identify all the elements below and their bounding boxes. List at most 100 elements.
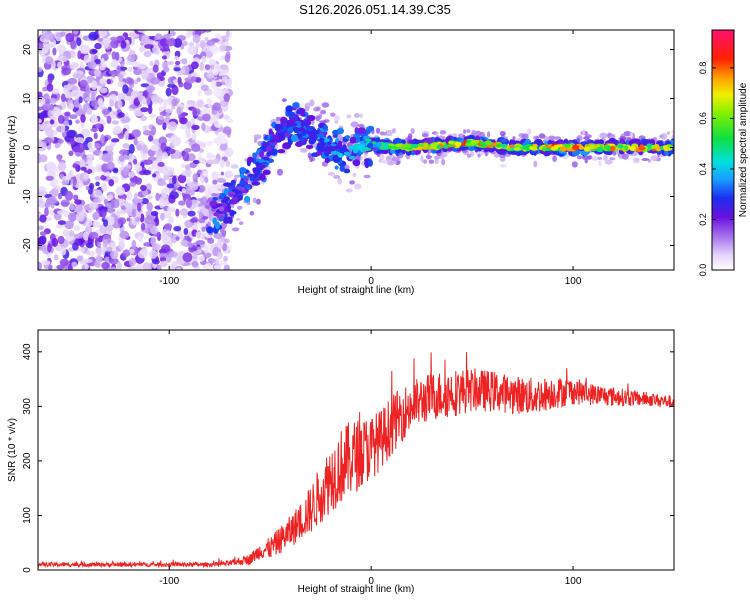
spectrogram-cell <box>45 56 54 65</box>
spectrogram-cell <box>175 236 180 241</box>
spectrogram-cell <box>477 153 481 158</box>
spectrogram-cell <box>38 118 42 124</box>
spectrogram-cell <box>146 202 153 212</box>
spectrogram-cell <box>625 140 630 145</box>
spectrogram-cell <box>138 46 144 53</box>
spectrogram-cell <box>140 223 146 231</box>
spectrogram-cell <box>38 225 44 231</box>
spectrogram-cell <box>287 127 295 132</box>
spectrogram-cell <box>349 180 355 185</box>
spectrogram-cell <box>67 77 78 85</box>
spectrogram-cell <box>285 105 294 113</box>
spectrogram-cell <box>60 247 67 256</box>
spectrogram-cell <box>90 128 99 132</box>
spectrogram-cell <box>359 147 366 153</box>
spectrogram-cell <box>148 87 153 97</box>
spectrogram-cell <box>165 87 172 97</box>
spectrogram-cell <box>305 126 314 132</box>
spectrogram-cell <box>57 192 63 200</box>
spectrogram-cell <box>368 159 373 167</box>
spectrogram-cell <box>179 208 189 216</box>
spectrogram-cell <box>191 61 199 70</box>
spectrogram-cell <box>219 64 229 70</box>
spectrogram-cell <box>204 141 214 146</box>
spectrogram-cell <box>162 122 167 131</box>
spectrogram-cell <box>553 136 562 140</box>
spectrogram-cell <box>192 159 200 165</box>
spectrogram-cell <box>160 212 165 221</box>
snr-xtick-label: -100 <box>159 576 179 587</box>
spectrogram-cell <box>89 182 95 190</box>
spectrogram-cell <box>213 87 222 97</box>
spectrogram-xtick-label: 0 <box>368 276 374 287</box>
spectrogram-cell <box>127 66 133 73</box>
spectrogram-image <box>38 30 674 270</box>
spectrogram-cell <box>350 121 359 128</box>
spectrogram-cell <box>38 154 48 163</box>
spectrogram-cell <box>223 264 230 270</box>
spectrogram-cell <box>99 209 107 218</box>
spectrogram-cell <box>204 187 209 198</box>
spectrogram-cell <box>122 249 131 257</box>
spectrogram-cell <box>175 60 181 66</box>
spectrogram-cell <box>217 131 223 140</box>
spectrogram-cell <box>244 184 251 189</box>
spectrogram-cell <box>203 245 209 254</box>
spectrogram-cell <box>117 209 124 215</box>
spectrogram-cell <box>426 153 431 160</box>
spectrogram-cell <box>142 130 152 136</box>
spectrogram-cell <box>349 136 357 144</box>
spectrogram-cell <box>85 250 91 256</box>
spectrogram-cell <box>57 220 66 226</box>
spectrogram-cell <box>223 93 230 103</box>
spectrogram-cell <box>105 51 112 56</box>
spectrogram-cell <box>176 266 181 270</box>
spectrogram-cell <box>215 221 220 230</box>
spectrogram-cell <box>102 239 109 248</box>
spectrogram-cell <box>224 78 232 86</box>
spectrogram-cell <box>428 159 434 164</box>
spectrogram-cell <box>173 38 183 48</box>
spectrogram-cell <box>234 174 242 178</box>
spectrogram-cell <box>187 30 192 36</box>
spectrogram-cell <box>161 152 169 160</box>
spectrogram-cell <box>400 145 406 150</box>
spectrogram-cell <box>204 64 211 71</box>
spectrogram-cell <box>60 124 66 133</box>
spectrogram-cell <box>188 181 199 191</box>
spectrogram-cell <box>578 146 585 150</box>
snr-panel: -100 0 100 0 100 200 300 400 Height of straight… <box>7 329 675 595</box>
spectrogram-cell <box>178 200 186 206</box>
spectrogram-cell <box>212 196 218 201</box>
spectrogram-cell <box>300 112 306 117</box>
snr-y-label: SNR (10 * v/v) <box>7 418 18 482</box>
spectrogram-cell <box>208 58 216 66</box>
spectrogram-cell <box>120 40 127 49</box>
spectrogram-cell <box>186 121 192 129</box>
spectrogram-cell <box>581 129 586 136</box>
spectrogram-cell <box>38 42 44 50</box>
spectrogram-cell <box>211 193 218 197</box>
spectrogram-cell <box>124 130 129 141</box>
spectrogram-cell <box>94 143 101 149</box>
colorbar-tick-label: 0.0 <box>698 264 708 277</box>
spectrogram-cell <box>220 136 227 145</box>
spectrogram-cell <box>195 240 206 245</box>
spectrogram-cell <box>289 122 298 127</box>
colorbar-tick-label: 0.2 <box>698 213 708 226</box>
spectrogram-cell <box>312 138 317 143</box>
spectrogram-cell <box>319 120 327 124</box>
spectrogram-cell <box>119 149 129 156</box>
spectrogram-cell <box>386 130 391 136</box>
spectrogram-cell <box>152 64 159 73</box>
spectrogram-cell <box>38 196 43 204</box>
spectrogram-cell <box>277 149 286 154</box>
spectrogram-cell <box>88 31 98 41</box>
spectrogram-cell <box>74 233 84 239</box>
spectrogram-cell <box>388 145 393 150</box>
spectrogram-cell <box>222 126 232 136</box>
spectrogram-cell <box>252 167 259 173</box>
spectrogram-cell <box>97 97 104 107</box>
spectrogram-cell <box>137 234 143 243</box>
spectrogram-cell <box>140 184 147 192</box>
